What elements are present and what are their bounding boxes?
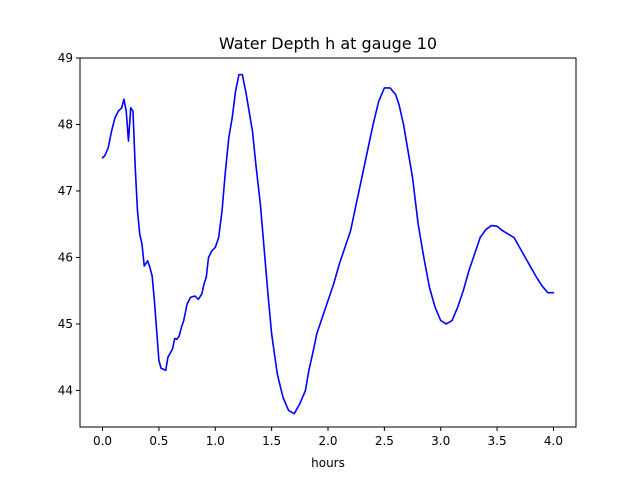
y-tick-label: 46 [58, 250, 73, 264]
y-axis: 44 45 46 47 48 49 [58, 51, 80, 397]
y-tick-label: 49 [58, 51, 73, 65]
y-tick-label: 44 [58, 383, 73, 397]
x-tick-label: 2.0 [318, 434, 337, 448]
x-tick-label: 1.0 [206, 434, 225, 448]
x-tick-label: 0.0 [93, 434, 112, 448]
x-axis: 0.0 0.5 1.0 1.5 2.0 2.5 3.0 3.5 4.0 [93, 427, 563, 448]
x-tick-label: 2.5 [375, 434, 394, 448]
x-tick-label: 4.0 [544, 434, 563, 448]
x-axis-label: hours [311, 456, 345, 470]
x-tick-label: 3.0 [431, 434, 450, 448]
series-line-0 [101, 73, 555, 415]
series-layer [101, 73, 555, 415]
y-tick-label: 47 [58, 184, 73, 198]
x-tick-label: 3.5 [488, 434, 507, 448]
y-tick-label: 45 [58, 317, 73, 331]
x-tick-label: 0.5 [149, 434, 168, 448]
chart-title: Water Depth h at gauge 10 [219, 34, 437, 53]
y-tick-label: 48 [58, 117, 73, 131]
x-tick-label: 1.5 [262, 434, 281, 448]
